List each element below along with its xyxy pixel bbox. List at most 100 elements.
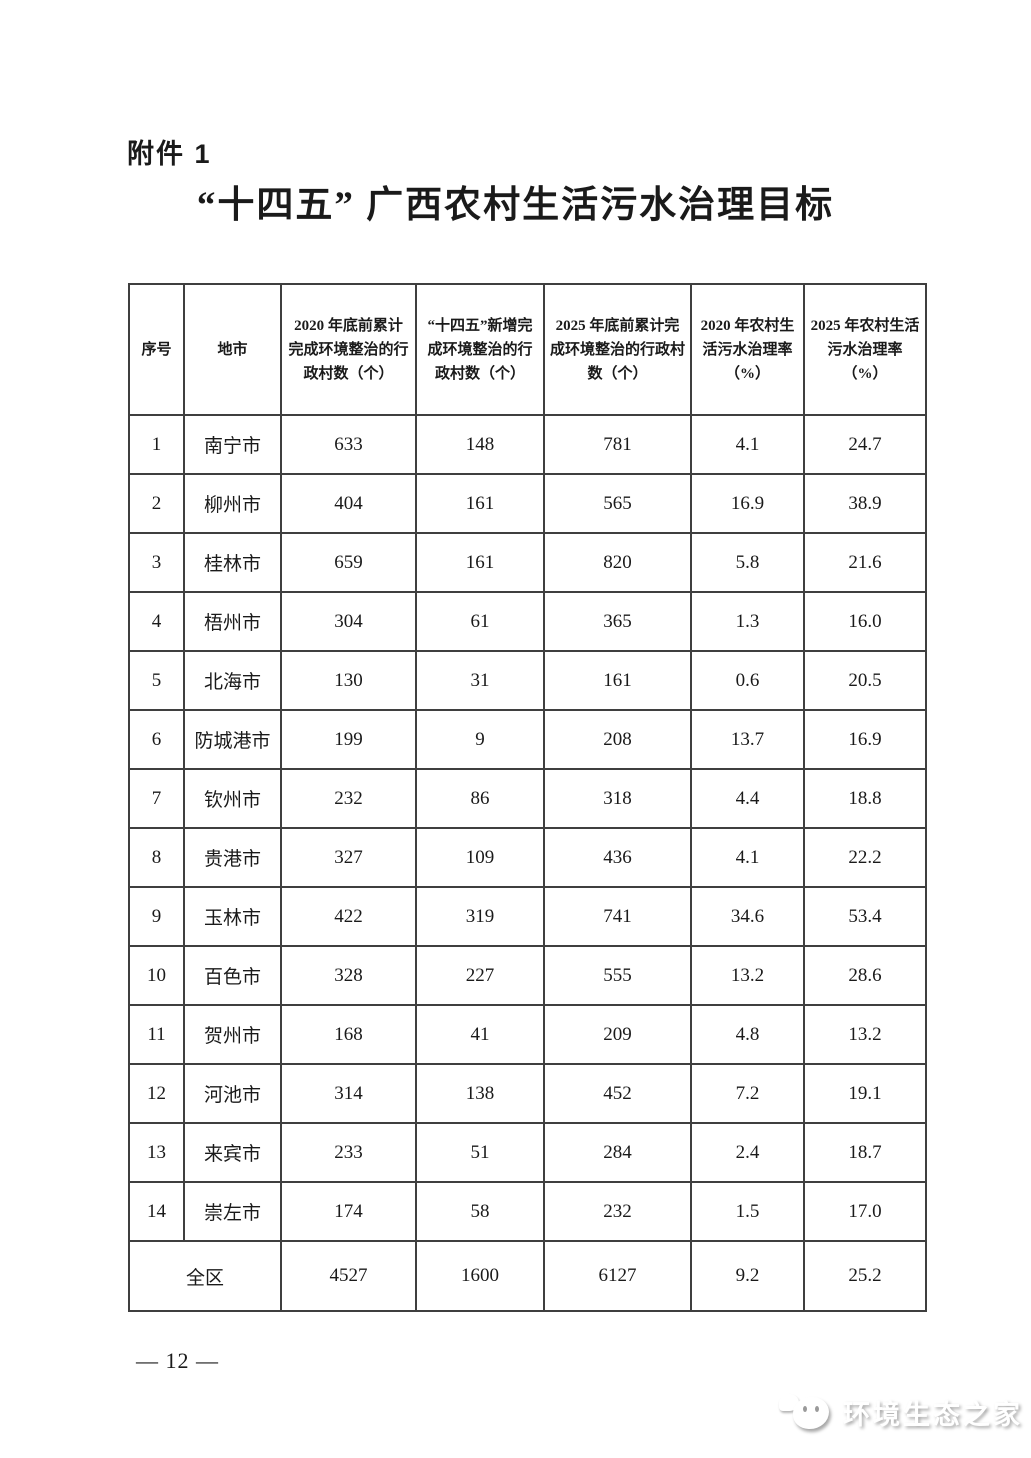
value-cell: 16.0 [803,591,927,652]
value-cell: 53.4 [803,886,927,947]
value-cell: 109 [415,827,545,888]
attachment-label: 附件 1 [127,139,212,169]
value-cell: 0.6 [690,650,805,711]
total-value-cell: 25.2 [803,1240,927,1312]
value-cell: 4.8 [690,1004,805,1065]
table-row: 12 河池市 314 138 452 7.2 19.1 [128,1063,927,1124]
value-cell: 16.9 [690,473,805,534]
value-cell: 13.2 [803,1004,927,1065]
value-cell: 365 [543,591,692,652]
value-cell: 227 [415,945,545,1006]
row-index-cell: 10 [128,945,185,1006]
value-cell: 659 [280,532,417,593]
table-row: 4 梧州市 304 61 365 1.3 16.0 [128,591,927,652]
row-index-cell: 12 [128,1063,185,1124]
value-cell: 31 [415,650,545,711]
value-cell: 4.1 [690,414,805,475]
mascot-face-icon [793,1397,829,1429]
value-cell: 199 [280,709,417,770]
value-cell: 233 [280,1122,417,1183]
city-name-cell: 河池市 [183,1063,282,1124]
city-name-cell: 南宁市 [183,414,282,475]
value-cell: 13.2 [690,945,805,1006]
row-index-cell: 6 [128,709,185,770]
city-name-cell: 玉林市 [183,886,282,947]
city-name-cell: 来宾市 [183,1122,282,1183]
value-cell: 17.0 [803,1181,927,1242]
table-row: 2 柳州市 404 161 565 16.9 38.9 [128,473,927,534]
total-row: 全区 4527 1600 6127 9.2 25.2 [128,1240,927,1312]
value-cell: 51 [415,1122,545,1183]
column-header: 2020 年农村生活污水治理率（%） [690,283,805,416]
value-cell: 34.6 [690,886,805,947]
row-index-cell: 8 [128,827,185,888]
table-row: 10 百色市 328 227 555 13.2 28.6 [128,945,927,1006]
value-cell: 16.9 [803,709,927,770]
value-cell: 18.8 [803,768,927,829]
value-cell: 436 [543,827,692,888]
row-index-cell: 14 [128,1181,185,1242]
value-cell: 161 [415,532,545,593]
total-value-cell: 6127 [543,1240,692,1312]
column-header: 2020 年底前累计完成环境整治的行政村数（个） [280,283,417,416]
city-name-cell: 钦州市 [183,768,282,829]
value-cell: 86 [415,768,545,829]
value-cell: 7.2 [690,1063,805,1124]
value-cell: 4.4 [690,768,805,829]
value-cell: 314 [280,1063,417,1124]
value-cell: 4.1 [690,827,805,888]
value-cell: 148 [415,414,545,475]
value-cell: 820 [543,532,692,593]
page-title: “十四五” 广西农村生活污水治理目标 [196,185,835,226]
table-row: 7 钦州市 232 86 318 4.4 18.8 [128,768,927,829]
value-cell: 168 [280,1004,417,1065]
total-row-label: 全区 [128,1240,282,1312]
value-cell: 1.3 [690,591,805,652]
row-index-cell: 1 [128,414,185,475]
table-header-row: 序号 地市 2020 年底前累计完成环境整治的行政村数（个） “十四五”新增完成环境整… [128,283,927,416]
value-cell: 161 [543,650,692,711]
value-cell: 41 [415,1004,545,1065]
row-index-cell: 3 [128,532,185,593]
value-cell: 232 [280,768,417,829]
city-name-cell: 贵港市 [183,827,282,888]
value-cell: 209 [543,1004,692,1065]
value-cell: 5.8 [690,532,805,593]
value-cell: 555 [543,945,692,1006]
city-name-cell: 防城港市 [183,709,282,770]
city-name-cell: 柳州市 [183,473,282,534]
watermark-text: 环境生态之家 [843,1399,1023,1430]
sewage-treatment-targets-table: 序号 地市 2020 年底前累计完成环境整治的行政村数（个） “十四五”新增完成环境整… [128,283,927,1312]
value-cell: 328 [280,945,417,1006]
value-cell: 18.7 [803,1122,927,1183]
page-number: — 12 — [136,1348,219,1373]
table-row: 11 贺州市 168 41 209 4.8 13.2 [128,1004,927,1065]
table-row: 9 玉林市 422 319 741 34.6 53.4 [128,886,927,947]
row-index-cell: 11 [128,1004,185,1065]
table-row: 1 南宁市 633 148 781 4.1 24.7 [128,414,927,475]
total-value-cell: 1600 [415,1240,545,1312]
column-header: 2025 年农村生活污水治理率（%） [803,283,927,416]
table-row: 6 防城港市 199 9 208 13.7 16.9 [128,709,927,770]
value-cell: 304 [280,591,417,652]
row-index-cell: 5 [128,650,185,711]
row-index-cell: 4 [128,591,185,652]
value-cell: 21.6 [803,532,927,593]
value-cell: 565 [543,473,692,534]
total-value-cell: 4527 [280,1240,417,1312]
table-row: 3 桂林市 659 161 820 5.8 21.6 [128,532,927,593]
value-cell: 781 [543,414,692,475]
city-name-cell: 梧州市 [183,591,282,652]
row-index-cell: 13 [128,1122,185,1183]
mascot-icon [777,1390,831,1434]
value-cell: 58 [415,1181,545,1242]
value-cell: 28.6 [803,945,927,1006]
value-cell: 422 [280,886,417,947]
value-cell: 138 [415,1063,545,1124]
city-name-cell: 贺州市 [183,1004,282,1065]
city-name-cell: 北海市 [183,650,282,711]
table-row: 14 崇左市 174 58 232 1.5 17.0 [128,1181,927,1242]
table-body: 1 南宁市 633 148 781 4.1 24.7 2 柳州市 404 161 565 16.9 38.… [128,414,927,1312]
column-header: “十四五”新增完成环境整治的行政村数（个） [415,283,545,416]
value-cell: 318 [543,768,692,829]
